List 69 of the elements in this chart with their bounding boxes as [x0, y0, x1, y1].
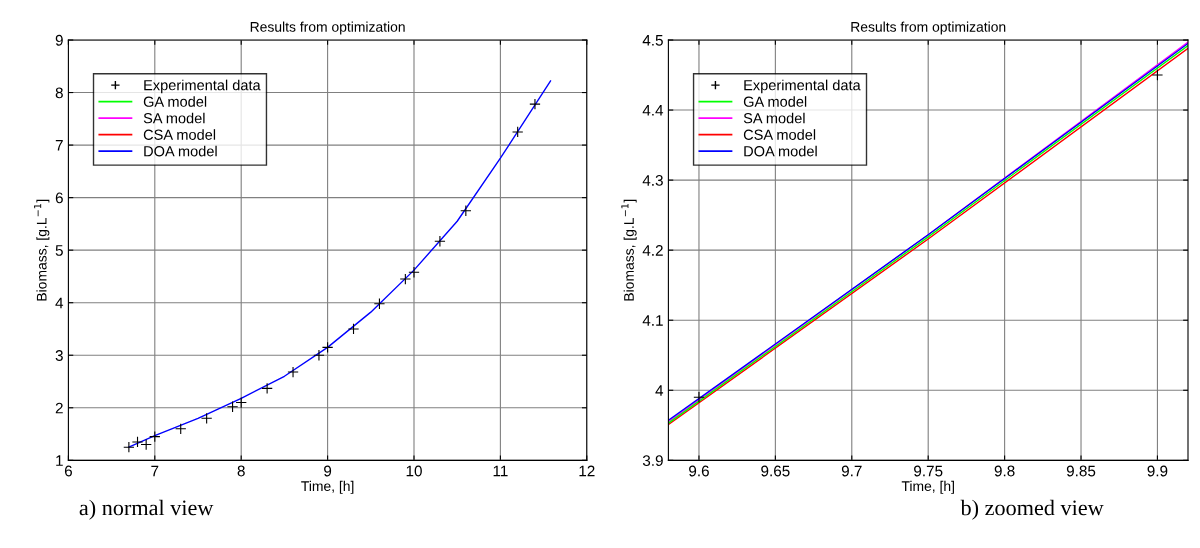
x-tick-label: 8 [237, 465, 245, 477]
point [261, 382, 273, 395]
y-tick-label: 3.9 [642, 455, 663, 467]
y-tick-label: 7 [55, 140, 63, 151]
y-tick-label: 6 [55, 192, 63, 204]
point [235, 396, 247, 409]
legend-label: DOA model [744, 145, 817, 157]
point [434, 235, 446, 247]
legend-label: CSA model [143, 129, 216, 140]
x-tick-label: 7 [151, 465, 159, 477]
point [399, 273, 412, 285]
point [287, 366, 299, 378]
x-tick-label: 9.9 [1147, 465, 1168, 477]
y-tick-label: 2 [55, 402, 63, 414]
point [408, 266, 420, 278]
y-tick-label: 5 [55, 245, 63, 256]
x-tick-label: 12 [579, 465, 595, 477]
text: b) zoomed view [960, 499, 1104, 520]
point [347, 323, 360, 335]
y-tick-label: 4.2 [642, 245, 663, 256]
x-tick-label: 6 [64, 465, 72, 477]
point [313, 349, 325, 361]
line-series [128, 80, 552, 448]
point [321, 341, 334, 354]
y-axis-title: Biomass, [g.L$^{−1}$] [621, 199, 637, 301]
point [460, 205, 472, 217]
x-tick-label: 9 [324, 465, 332, 477]
y-tick-label: 3 [55, 350, 63, 361]
y-tick-label: 4 [55, 297, 64, 309]
x-tick-label: 9.6 [689, 465, 709, 477]
point [175, 423, 187, 435]
legend-label: Experimental data [144, 79, 261, 94]
legend-label: DOA model [144, 145, 217, 157]
legend-label: Experimental data [744, 79, 861, 94]
point [511, 126, 524, 138]
legend-label: CSA model [743, 129, 816, 140]
point [149, 430, 161, 443]
point [529, 98, 541, 110]
legend-label: GA model [143, 96, 207, 107]
y-tick-label: 4.1 [642, 315, 663, 326]
x-tick-label: 10 [406, 465, 422, 477]
x-tick-label: 9.8 [994, 465, 1015, 477]
x-tick-label: 9.65 [761, 465, 790, 477]
x-tick-label: 9.75 [914, 465, 943, 477]
y-tick-label: 8 [55, 87, 63, 99]
y-tick-label: 4 [655, 385, 664, 396]
point [200, 412, 213, 424]
x-axis-title: Time, [h] [901, 480, 954, 494]
x-tick-label: 9.7 [841, 465, 862, 477]
point [123, 441, 135, 453]
y-axis-title: Biomass, [g.L$^{−1}$] [34, 199, 50, 301]
y-tick-label: 4.5 [642, 35, 663, 46]
y-tick-label: 9 [55, 34, 63, 46]
legend-label: SA model [743, 112, 805, 124]
y-tick-label: 4.4 [642, 105, 664, 116]
legend-label: GA model [743, 96, 807, 107]
point [226, 401, 239, 413]
chart-title: Results from optimization [250, 21, 405, 35]
x-tick-label: 11 [493, 465, 508, 477]
point [373, 298, 386, 310]
y-tick-label: 1 [56, 455, 63, 466]
point [140, 438, 152, 451]
y-tick-label: 4.3 [642, 174, 663, 186]
chart-title: Results from optimization [851, 21, 1006, 35]
x-axis-title: Time, [h] [301, 480, 354, 494]
legend-label: SA model [143, 112, 205, 124]
point [131, 436, 144, 448]
text: a) normal view [79, 499, 214, 520]
x-tick-label: 9.85 [1066, 465, 1096, 477]
